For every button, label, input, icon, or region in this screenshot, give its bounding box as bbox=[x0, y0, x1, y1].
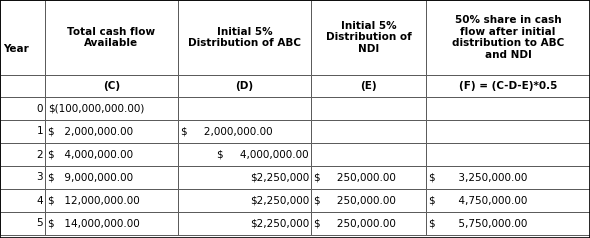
Bar bbox=[178, 166, 311, 189]
Bar bbox=[45, 189, 178, 212]
Text: $   12,000,000.00: $ 12,000,000.00 bbox=[48, 195, 140, 205]
Text: 5: 5 bbox=[37, 218, 43, 228]
Bar bbox=[0, 75, 45, 97]
Text: (E): (E) bbox=[360, 81, 377, 91]
Text: $     250,000.00: $ 250,000.00 bbox=[314, 173, 396, 183]
Text: 4: 4 bbox=[37, 195, 43, 205]
Bar bbox=[311, 166, 426, 189]
Bar bbox=[426, 120, 590, 143]
Text: $     250,000.00: $ 250,000.00 bbox=[314, 218, 396, 228]
Bar bbox=[311, 189, 426, 212]
Bar bbox=[178, 0, 311, 75]
Bar bbox=[0, 189, 45, 212]
Bar bbox=[0, 166, 45, 189]
Bar bbox=[0, 0, 45, 75]
Text: $       3,250,000.00: $ 3,250,000.00 bbox=[429, 173, 527, 183]
Bar bbox=[178, 212, 311, 235]
Bar bbox=[311, 120, 426, 143]
Bar bbox=[426, 97, 590, 120]
Bar bbox=[311, 97, 426, 120]
Bar bbox=[311, 0, 426, 75]
Bar bbox=[426, 212, 590, 235]
Text: $       5,750,000.00: $ 5,750,000.00 bbox=[429, 218, 527, 228]
Bar bbox=[311, 143, 426, 166]
Text: $2,250,000: $2,250,000 bbox=[250, 173, 309, 183]
Text: $   4,000,000.00: $ 4,000,000.00 bbox=[48, 149, 133, 159]
Text: 3: 3 bbox=[37, 173, 43, 183]
Text: $     2,000,000.00: $ 2,000,000.00 bbox=[181, 127, 273, 137]
Bar bbox=[45, 97, 178, 120]
Text: 0: 0 bbox=[37, 104, 43, 114]
Text: $     250,000.00: $ 250,000.00 bbox=[314, 195, 396, 205]
Bar bbox=[426, 189, 590, 212]
Text: 2: 2 bbox=[37, 149, 43, 159]
Text: $(100,000,000.00): $(100,000,000.00) bbox=[48, 104, 145, 114]
Bar bbox=[0, 143, 45, 166]
Bar bbox=[178, 189, 311, 212]
Text: 1: 1 bbox=[37, 127, 43, 137]
Bar bbox=[178, 97, 311, 120]
Text: $   2,000,000.00: $ 2,000,000.00 bbox=[48, 127, 133, 137]
Text: Initial 5%
Distribution of ABC: Initial 5% Distribution of ABC bbox=[188, 27, 301, 48]
Bar bbox=[178, 143, 311, 166]
Bar bbox=[426, 166, 590, 189]
Text: $   14,000,000.00: $ 14,000,000.00 bbox=[48, 218, 140, 228]
Bar bbox=[45, 0, 178, 75]
Text: (D): (D) bbox=[235, 81, 254, 91]
Bar bbox=[178, 75, 311, 97]
Bar bbox=[311, 75, 426, 97]
Text: $2,250,000: $2,250,000 bbox=[250, 218, 309, 228]
Bar bbox=[426, 0, 590, 75]
Text: (C): (C) bbox=[103, 81, 120, 91]
Bar bbox=[45, 75, 178, 97]
Text: 50% share in cash
flow after initial
distribution to ABC
and NDI: 50% share in cash flow after initial dis… bbox=[452, 15, 564, 60]
Bar bbox=[0, 120, 45, 143]
Bar bbox=[0, 97, 45, 120]
Text: $2,250,000: $2,250,000 bbox=[250, 195, 309, 205]
Bar bbox=[426, 75, 590, 97]
Bar bbox=[45, 166, 178, 189]
Text: $     4,000,000.00: $ 4,000,000.00 bbox=[217, 149, 309, 159]
Text: Year: Year bbox=[3, 44, 29, 54]
Text: Initial 5%
Distribution of
NDI: Initial 5% Distribution of NDI bbox=[326, 21, 411, 54]
Text: $   9,000,000.00: $ 9,000,000.00 bbox=[48, 173, 133, 183]
Bar bbox=[45, 143, 178, 166]
Text: (F) = (C-D-E)*0.5: (F) = (C-D-E)*0.5 bbox=[459, 81, 557, 91]
Bar bbox=[0, 212, 45, 235]
Bar bbox=[178, 120, 311, 143]
Text: $       4,750,000.00: $ 4,750,000.00 bbox=[429, 195, 527, 205]
Bar bbox=[426, 143, 590, 166]
Bar bbox=[45, 120, 178, 143]
Text: Total cash flow
Available: Total cash flow Available bbox=[67, 27, 156, 48]
Bar bbox=[311, 212, 426, 235]
Bar bbox=[45, 212, 178, 235]
